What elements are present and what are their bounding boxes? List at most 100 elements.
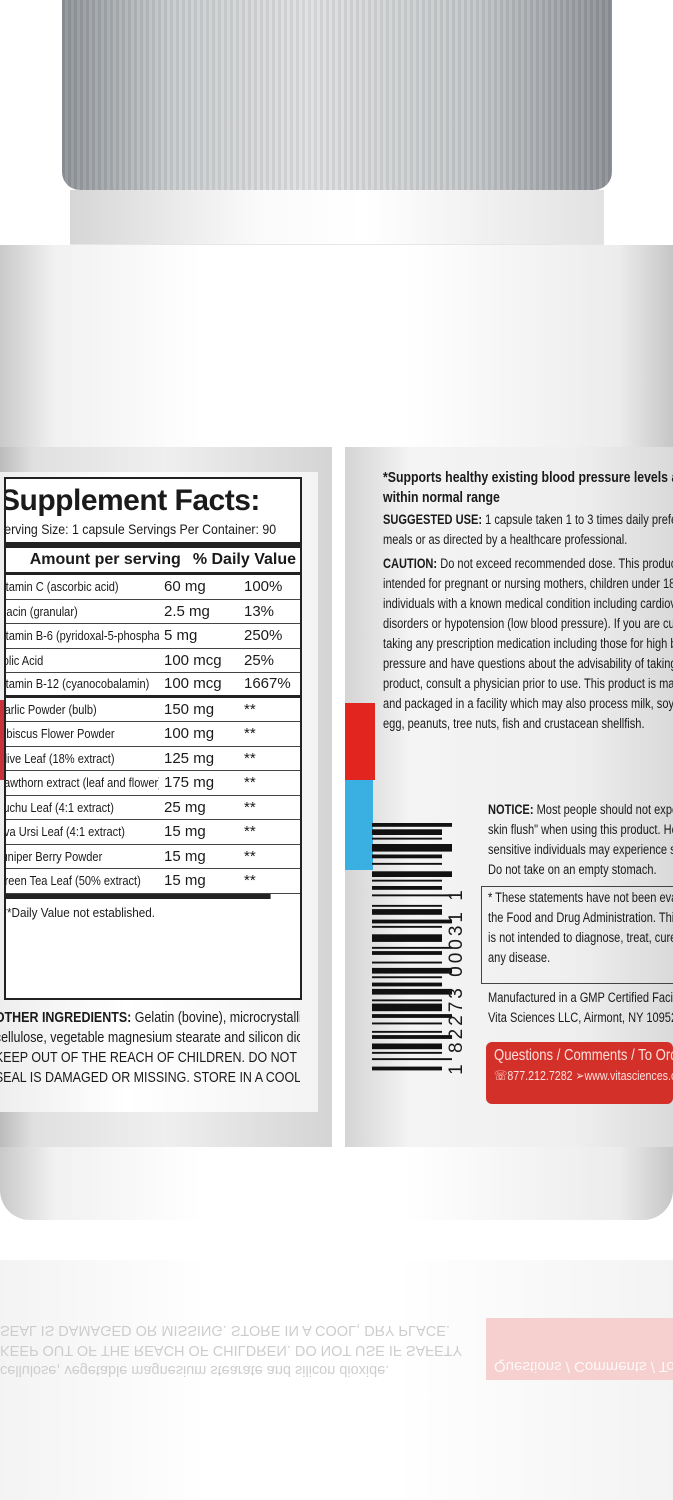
other-ingredients-label: OTHER INGREDIENTS: <box>0 1010 132 1026</box>
barcode-bar <box>372 1022 442 1025</box>
caution-text: CAUTION: Do not exceed recommended dose.… <box>383 556 673 731</box>
nutrient-amount: 2.5 mg <box>164 602 210 620</box>
red-stripe <box>345 703 375 780</box>
nutrient-amount: 25 mg <box>164 798 206 816</box>
web-icon: ➢ <box>575 1068 585 1083</box>
left-red-stripe <box>0 700 4 780</box>
notice-label: NOTICE: <box>488 802 534 817</box>
nutrient-amount: 100 mcg <box>164 675 222 693</box>
barcode-bar <box>372 976 442 979</box>
nutrient-dv: ** <box>244 700 256 718</box>
nutrient-row: Folic Acid 100 mcg 25% <box>6 649 300 673</box>
barcode-bar <box>372 837 442 840</box>
manufacturer-info: Manufactured in a GMP Certified Facility… <box>488 990 673 1025</box>
nutrient-amount: 5 mg <box>164 627 198 645</box>
nutrient-name: Hibiscus Flower Powder <box>6 726 115 742</box>
barcode-bar <box>372 854 442 859</box>
nutrient-amount: 150 mg <box>164 700 215 718</box>
barcode-bar <box>372 951 442 955</box>
supplement-facts-panel: Supplement Facts: Serving Size: 1 capsul… <box>4 477 302 1000</box>
nutrient-row: Vitamin B-12 (cyanocobalamin) 100 mcg 1667… <box>6 673 300 698</box>
nutrient-name: Vitamin B-6 (pyridoxal-5-phosphate) <box>6 628 159 644</box>
nutrient-name: Green Tea Leaf (50% extract) <box>6 873 141 889</box>
nutrient-amount: 100 mg <box>164 725 215 743</box>
nutrient-dv: ** <box>244 847 256 865</box>
other-ingredients: OTHER INGREDIENTS: Gelatin (bovine), mic… <box>0 1008 300 1088</box>
nutrient-name: Garlic Powder (bulb) <box>6 701 97 717</box>
nutrient-dv: ** <box>244 725 256 743</box>
barcode-bar <box>372 1003 442 1012</box>
barcode-bar <box>372 886 442 890</box>
nutrient-row: Niacin (granular) 2.5 mg 13% <box>6 600 300 624</box>
barcode-bar <box>372 961 442 964</box>
nutrient-amount: 125 mg <box>164 749 215 767</box>
nutrient-amount: 60 mg <box>164 578 206 596</box>
contact-box: Questions / Comments / To Order: ☏877.21… <box>486 1042 673 1104</box>
claim-text: *Supports healthy existing blood pressur… <box>383 469 673 506</box>
nutrient-dv: ** <box>244 749 256 767</box>
facts-footnote: **Daily Value not established. <box>6 893 271 920</box>
warning-text: KEEP OUT OF THE REACH OF CHILDREN. DO NO… <box>0 1050 300 1066</box>
nutrient-amount: 100 mcg <box>164 651 222 669</box>
barcode-number: 1 82273 00031 1 <box>446 887 467 1075</box>
nutrient-dv: ** <box>244 823 256 841</box>
barcode-bar <box>372 925 442 928</box>
nutrient-amount: 15 mg <box>164 872 206 890</box>
barcode-bar <box>372 919 452 924</box>
nutrient-row: Hibiscus Flower Powder 100 mg ** <box>6 722 300 747</box>
phone-icon: ☏ <box>494 1068 508 1083</box>
barcode-bar <box>372 894 452 897</box>
fda-disclaimer: * These statements have not been evaluat… <box>488 890 673 965</box>
nutrient-row: Buchu Leaf (4:1 extract) 25 mg ** <box>6 796 300 820</box>
nutrient-dv: 250% <box>244 627 283 645</box>
nutrient-amount: 15 mg <box>164 823 206 841</box>
notice-text: NOTICE: Most people should not experienc… <box>488 802 673 877</box>
barcode-bar <box>372 879 442 882</box>
blue-stripe <box>345 780 373 870</box>
barcode-bar <box>372 967 452 974</box>
barcode <box>372 823 452 1071</box>
nutrient-name: Folic Acid <box>6 652 44 668</box>
barcode-bar <box>372 823 452 827</box>
facts-title: Supplement Facts: <box>4 484 260 517</box>
barcode-bar <box>372 1035 452 1039</box>
nutrient-name: Juniper Berry Powder <box>6 848 103 864</box>
nutrient-row: Juniper Berry Powder 15 mg ** <box>6 845 300 869</box>
nutrient-name: Olive Leaf (18% extract) <box>6 750 115 766</box>
barcode-bar <box>372 862 442 865</box>
bottle-cap <box>62 0 612 190</box>
nutrient-row: Vitamin C (ascorbic acid) 60 mg 100% <box>6 575 300 600</box>
barcode-bar <box>372 1066 442 1071</box>
suggested-use-label: SUGGESTED USE: <box>383 512 483 527</box>
nutrient-name: Vitamin B-12 (cyanocobalamin) <box>6 676 150 692</box>
barcode-bar <box>372 934 442 942</box>
dv-header: % Daily Value <box>192 551 296 568</box>
phone-number: 877.212.7282 <box>507 1068 573 1083</box>
bottle-reflection: cellulose, vegetable magnesium stearate … <box>0 1260 673 1500</box>
barcode-bar <box>372 1030 442 1033</box>
nutrient-amount: 175 mg <box>164 774 215 792</box>
serving-info: Serving Size: 1 capsule Servings Per Con… <box>4 521 277 537</box>
nutrient-name: Hawthorn extract (leaf and flower) <box>6 775 159 791</box>
warning-text: SEAL IS DAMAGED OR MISSING. STORE IN A C… <box>0 1070 300 1086</box>
contact-title: Questions / Comments / To Order: <box>494 1047 673 1064</box>
nutrient-dv: ** <box>244 872 256 890</box>
other-ingredients-text: Gelatin (bovine), microcrystalline <box>131 1010 300 1026</box>
barcode-bar <box>372 829 442 835</box>
nutrient-row: Green Tea Leaf (50% extract) 15 mg ** <box>6 869 300 894</box>
barcode-bar <box>372 988 452 995</box>
nutrient-row: Garlic Powder (bulb) 150 mg ** <box>6 698 300 722</box>
nutrient-dv: 1667% <box>244 675 291 693</box>
nutrient-name: Buchu Leaf (4:1 extract) <box>6 799 114 815</box>
barcode-bar <box>372 982 442 987</box>
barcode-bar <box>372 904 442 907</box>
nutrient-row: Vitamin B-6 (pyridoxal-5-phosphate) 5 mg 2… <box>6 624 300 649</box>
nutrient-row: Uva Ursi Leaf (4:1 extract) 15 mg ** <box>6 820 300 845</box>
barcode-bar <box>372 1058 452 1061</box>
nutrient-dv: ** <box>244 798 256 816</box>
fda-disclaimer-box <box>481 886 673 984</box>
nutrient-name: Niacin (granular) <box>6 603 78 619</box>
nutrient-dv: ** <box>244 774 256 792</box>
right-label-panel <box>345 447 673 1147</box>
nutrient-name: Vitamin C (ascorbic acid) <box>6 579 119 595</box>
